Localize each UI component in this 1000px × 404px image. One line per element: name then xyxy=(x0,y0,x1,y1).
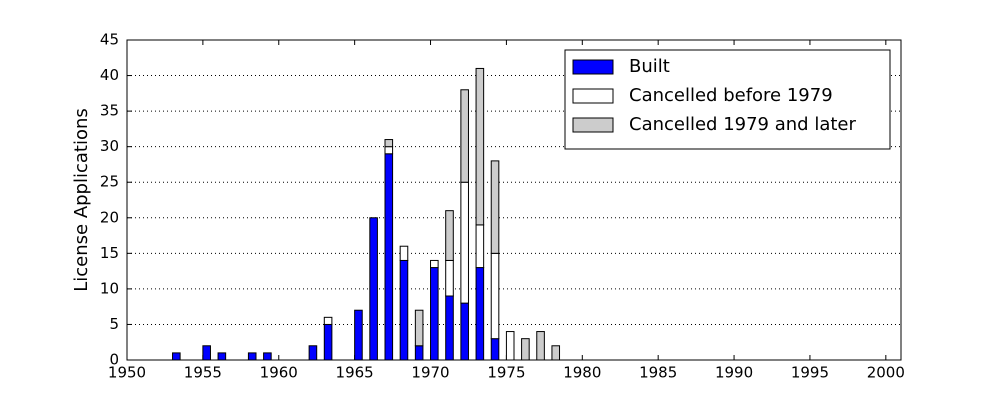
x-tick-label: 1980 xyxy=(563,364,601,382)
x-tick-label: 1975 xyxy=(487,364,525,382)
bar-segment xyxy=(490,160,500,254)
bar-segment xyxy=(308,345,318,361)
y-tick-label: 25 xyxy=(100,173,119,191)
legend-swatch xyxy=(572,88,614,104)
legend-swatch xyxy=(572,59,614,75)
bar-segment xyxy=(354,309,363,361)
bar-segment xyxy=(384,153,394,361)
bar-segment xyxy=(445,210,454,261)
x-tick-label: 1990 xyxy=(715,364,753,382)
bar-segment xyxy=(505,331,515,361)
bar-segment xyxy=(475,267,485,361)
bar-segment xyxy=(475,67,485,226)
bar-segment xyxy=(445,295,454,361)
bar-segment xyxy=(521,338,530,361)
bar-segment xyxy=(536,331,545,361)
bar-segment xyxy=(551,345,561,361)
bar-segment xyxy=(323,323,333,361)
y-tick-label: 0 xyxy=(109,351,119,369)
x-tick-label: 1955 xyxy=(184,364,222,382)
x-tick-label: 1965 xyxy=(336,364,374,382)
bar-segment xyxy=(323,316,333,325)
bar-segment xyxy=(384,146,394,155)
bar-segment xyxy=(460,181,469,304)
bar-segment xyxy=(399,245,409,261)
x-tick-label: 1985 xyxy=(639,364,677,382)
bar-segment xyxy=(490,338,500,361)
legend-box xyxy=(564,49,891,150)
x-tick-label: 1950 xyxy=(108,364,146,382)
bar-segment xyxy=(202,345,211,361)
bar-segment xyxy=(460,302,469,361)
y-axis-label: License Applications xyxy=(71,108,92,292)
bar-segment xyxy=(384,139,394,148)
bar-segment xyxy=(460,89,469,183)
bar-segment xyxy=(369,217,378,361)
legend-swatch xyxy=(572,117,614,133)
bar-segment xyxy=(414,309,424,347)
y-tick-label: 10 xyxy=(100,279,119,297)
bar-segment xyxy=(490,252,500,340)
bar-segment xyxy=(475,224,485,269)
bar-segment xyxy=(445,259,454,297)
bar-segment xyxy=(247,352,257,361)
x-tick-label: 2000 xyxy=(867,364,905,382)
y-tick-label: 40 xyxy=(100,66,119,84)
bar-segment xyxy=(263,352,272,361)
y-tick-label: 20 xyxy=(100,208,119,226)
bar-segment xyxy=(217,352,227,361)
bar-segment xyxy=(430,259,439,269)
legend-label: Cancelled 1979 and later xyxy=(629,114,856,135)
plot-frame xyxy=(126,39,902,361)
x-tick-label: 1970 xyxy=(411,364,449,382)
x-tick-label: 1995 xyxy=(791,364,829,382)
x-tick-label: 1960 xyxy=(260,364,298,382)
y-tick-label: 15 xyxy=(100,244,119,262)
y-tick-label: 30 xyxy=(100,137,119,155)
bar-segment xyxy=(414,345,424,361)
bar-segment xyxy=(399,259,409,361)
y-tick-label: 45 xyxy=(100,31,119,49)
bar-segment xyxy=(430,267,439,361)
legend-label: Cancelled before 1979 xyxy=(629,85,833,106)
legend-label: Built xyxy=(629,56,670,77)
bar-segment xyxy=(172,352,181,361)
y-tick-label: 5 xyxy=(109,315,119,333)
y-tick-label: 35 xyxy=(100,102,119,120)
